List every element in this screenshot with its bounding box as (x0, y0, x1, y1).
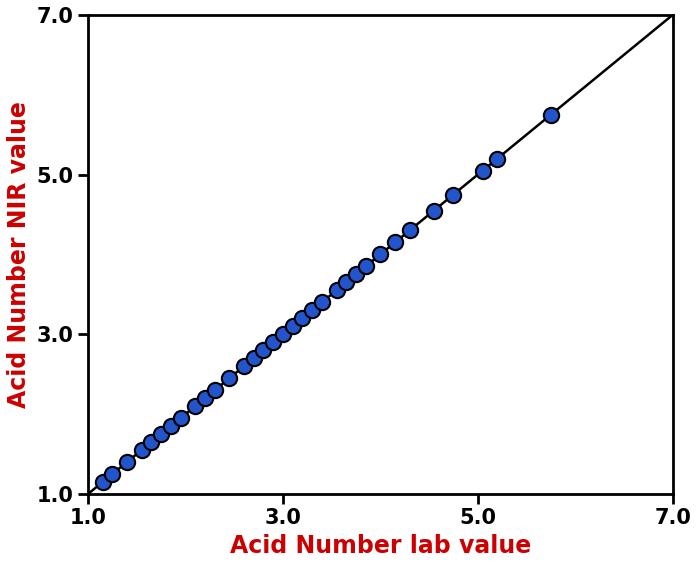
Point (190, 402, 201, 411)
Point (107, 470, 118, 479)
Point (404, 226, 415, 235)
Point (209, 386, 221, 395)
Point (200, 394, 211, 403)
Point (477, 166, 488, 175)
Point (545, 110, 556, 119)
Point (136, 445, 147, 454)
Point (258, 346, 269, 355)
Point (316, 298, 327, 307)
Point (360, 262, 371, 271)
Point (239, 362, 250, 371)
Point (156, 429, 167, 438)
Point (224, 373, 235, 383)
X-axis label: Acid Number lab value: Acid Number lab value (230, 534, 531, 558)
Point (146, 437, 157, 446)
Point (175, 414, 186, 423)
Point (287, 321, 298, 331)
Point (448, 190, 459, 199)
Point (248, 354, 259, 363)
Point (97, 477, 108, 486)
Point (491, 154, 503, 163)
Point (121, 458, 133, 467)
Point (350, 270, 362, 279)
Point (306, 306, 318, 315)
Y-axis label: Acid Number NIR value: Acid Number NIR value (7, 101, 31, 408)
Point (165, 421, 177, 431)
Point (375, 250, 386, 259)
Point (277, 330, 288, 339)
Point (429, 206, 440, 215)
Point (297, 314, 308, 323)
Point (341, 278, 352, 287)
Point (389, 238, 401, 247)
Point (267, 338, 279, 347)
Point (331, 286, 342, 295)
